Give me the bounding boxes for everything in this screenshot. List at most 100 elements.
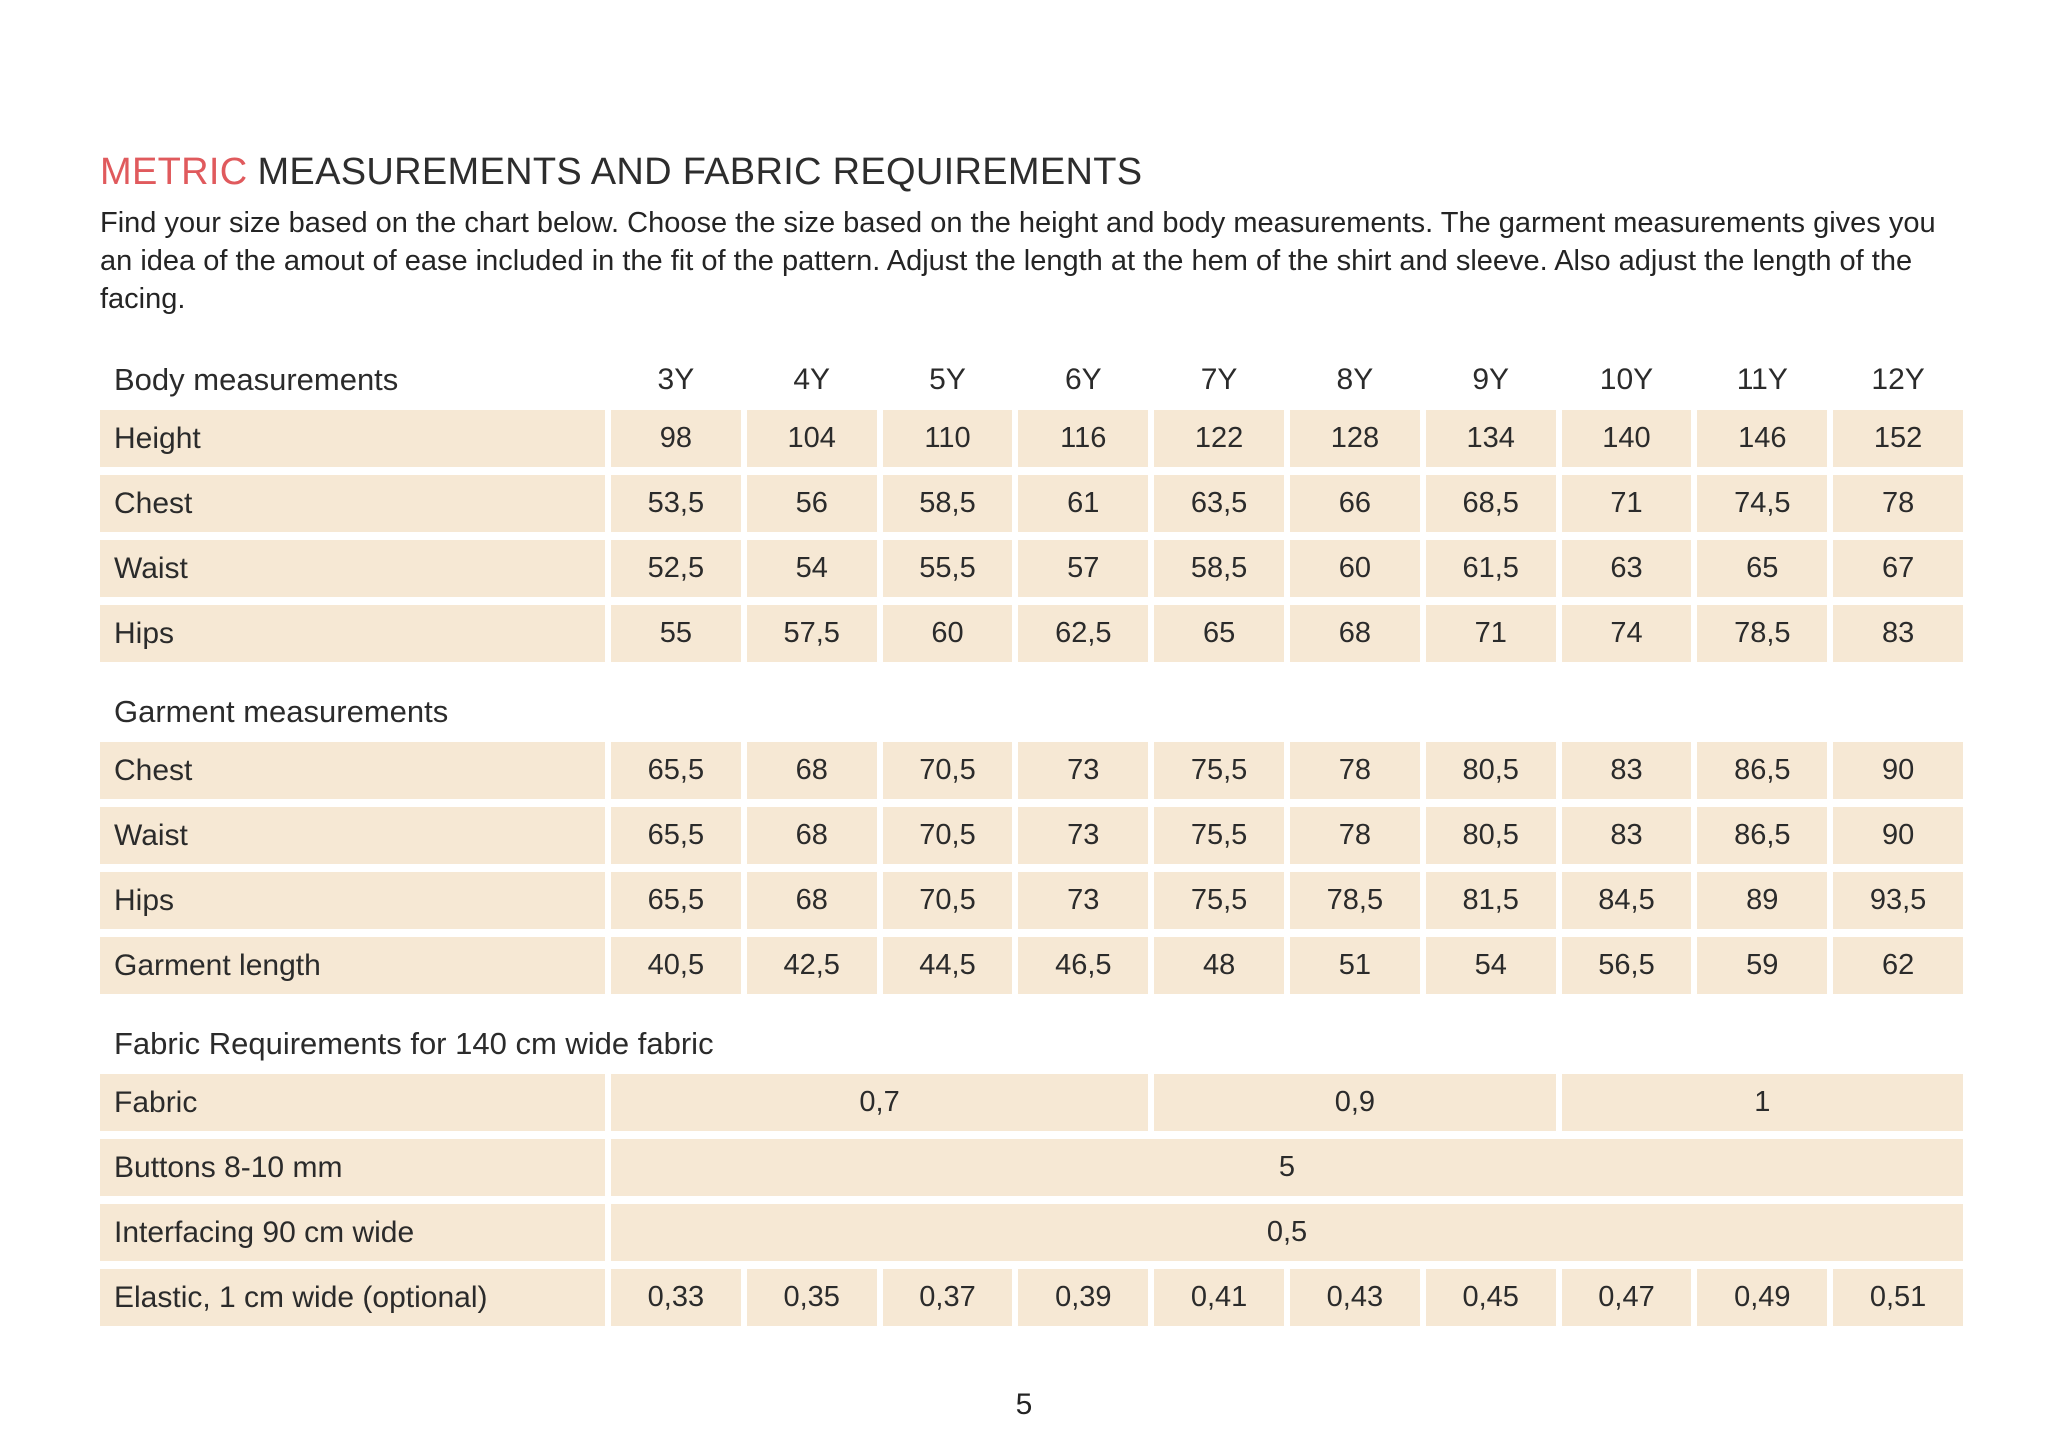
value-cell: 74,5 (1697, 475, 1828, 532)
value-cell: 78 (1290, 807, 1420, 864)
row-label: Buttons 8-10 mm (100, 1139, 605, 1196)
value-cell: 86,5 (1697, 742, 1828, 799)
value-cell: 65,5 (611, 872, 741, 929)
table-row: Chest 65,5 68 70,5 73 75,5 78 80,5 83 86,5 90 (100, 742, 1963, 799)
table-row: Waist 65,5 68 70,5 73 75,5 78 80,5 83 86,5 90 (100, 807, 1963, 864)
size-column-header: 8Y (1336, 363, 1374, 396)
intro-paragraph: Find your size based on the chart below.… (100, 207, 1936, 315)
value-cell: 70,5 (882, 742, 1013, 799)
size-column-header: 7Y (1200, 363, 1238, 396)
value-cell: 52,5 (611, 540, 741, 597)
value-cell: 63,5 (1154, 475, 1284, 532)
value-cell: 86,5 (1697, 807, 1828, 864)
value-cell: 84,5 (1561, 872, 1692, 929)
value-cell: 56,5 (1561, 937, 1692, 994)
section-heading: Fabric Requirements for 140 cm wide fabr… (114, 1026, 714, 1061)
value-cell: 70,5 (882, 807, 1013, 864)
value-cell: 65,5 (611, 807, 741, 864)
value-cell: 83 (1561, 742, 1692, 799)
value-cell: 68 (746, 872, 877, 929)
row-label: Height (100, 410, 605, 467)
row-label: Waist (100, 807, 605, 864)
value-cell: 62 (1833, 937, 1963, 994)
value-cell: 90 (1833, 807, 1963, 864)
value-cell: 61,5 (1425, 540, 1556, 597)
size-column-header: 9Y (1472, 363, 1510, 396)
section-heading: Garment measurements (114, 694, 449, 729)
table-row: Hips 65,5 68 70,5 73 75,5 78,5 81,5 84,5 89 93,5 (100, 872, 1963, 929)
row-label: Garment length (100, 937, 605, 994)
value-cell: 73 (1018, 742, 1149, 799)
value-cell: 0,35 (746, 1269, 877, 1326)
value-cell: 57 (1018, 540, 1149, 597)
size-column-header: 6Y (1064, 363, 1102, 396)
value-cell: 59 (1697, 937, 1828, 994)
value-cell: 75,5 (1154, 807, 1284, 864)
row-label: Hips (100, 605, 605, 662)
value-cell: 78 (1290, 742, 1420, 799)
merged-value-cell: 0,7 (611, 1074, 1149, 1131)
row-label: Hips (100, 872, 605, 929)
value-cell: 51 (1290, 937, 1420, 994)
value-cell: 75,5 (1154, 872, 1284, 929)
value-cell: 53,5 (611, 475, 741, 532)
value-cell: 55,5 (882, 540, 1013, 597)
merged-value-cell: 1 (1561, 1074, 1963, 1131)
value-cell: 134 (1425, 410, 1556, 467)
value-cell: 73 (1018, 807, 1149, 864)
value-cell: 65 (1154, 605, 1284, 662)
value-cell: 63 (1561, 540, 1692, 597)
value-cell: 90 (1833, 742, 1963, 799)
value-cell: 0,45 (1425, 1269, 1556, 1326)
value-cell: 0,39 (1018, 1269, 1149, 1326)
page-title: METRIC MEASUREMENTS AND FABRIC REQUIREMEN… (100, 150, 1963, 194)
value-cell: 83 (1561, 807, 1692, 864)
value-cell: 66 (1290, 475, 1420, 532)
table-row: Interfacing 90 cm wide 0,5 (100, 1204, 1963, 1261)
value-cell: 61 (1018, 475, 1149, 532)
value-cell: 68 (1290, 605, 1420, 662)
value-cell: 0,43 (1290, 1269, 1420, 1326)
value-cell: 116 (1018, 410, 1149, 467)
value-cell: 60 (1290, 540, 1420, 597)
value-cell: 93,5 (1833, 872, 1963, 929)
value-cell: 68 (746, 742, 877, 799)
row-label: Elastic, 1 cm wide (optional) (100, 1269, 605, 1326)
size-column-header: 4Y (793, 363, 831, 396)
value-cell: 140 (1561, 410, 1692, 467)
value-cell: 71 (1425, 605, 1556, 662)
section-header-row: Fabric Requirements for 140 cm wide fabr… (100, 1022, 1963, 1066)
section-heading: Body measurements (114, 362, 399, 397)
size-column-header: 11Y (1736, 363, 1788, 396)
value-cell: 81,5 (1425, 872, 1556, 929)
value-cell: 146 (1697, 410, 1828, 467)
value-cell: 42,5 (746, 937, 877, 994)
value-cell: 54 (1425, 937, 1556, 994)
value-cell: 122 (1154, 410, 1284, 467)
row-label: Chest (100, 742, 605, 799)
row-label: Interfacing 90 cm wide (100, 1204, 605, 1261)
value-cell: 70,5 (882, 872, 1013, 929)
page-title-rest: MEASUREMENTS AND FABRIC REQUIREMENTS (257, 151, 1143, 193)
value-cell: 104 (746, 410, 877, 467)
table-row: Height 98 104 110 116 122 128 134 140 146 152 (100, 410, 1963, 467)
value-cell: 0,41 (1154, 1269, 1284, 1326)
value-cell: 60 (882, 605, 1013, 662)
value-cell: 65 (1697, 540, 1828, 597)
size-column-header: 10Y (1599, 363, 1654, 396)
table-row: Chest 53,5 56 58,5 61 63,5 66 68,5 71 74,5 78 (100, 475, 1963, 532)
merged-value-cell: 0,9 (1154, 1074, 1556, 1131)
value-cell: 62,5 (1018, 605, 1149, 662)
value-cell: 110 (882, 410, 1013, 467)
value-cell: 40,5 (611, 937, 741, 994)
value-cell: 80,5 (1425, 742, 1556, 799)
section-header-row: Garment measurements (100, 690, 1963, 734)
table-row: Garment length 40,5 42,5 44,5 46,5 48 51 54 56,5… (100, 937, 1963, 994)
value-cell: 152 (1833, 410, 1963, 467)
section-header-row: Body measurements 3Y 4Y 5Y 6Y 7Y 8Y 9Y 10Y 11Y 12Y (100, 358, 1963, 402)
value-cell: 58,5 (882, 475, 1013, 532)
value-cell: 80,5 (1425, 807, 1556, 864)
table-row: Waist 52,5 54 55,5 57 58,5 60 61,5 63 65 67 (100, 540, 1963, 597)
row-label: Waist (100, 540, 605, 597)
